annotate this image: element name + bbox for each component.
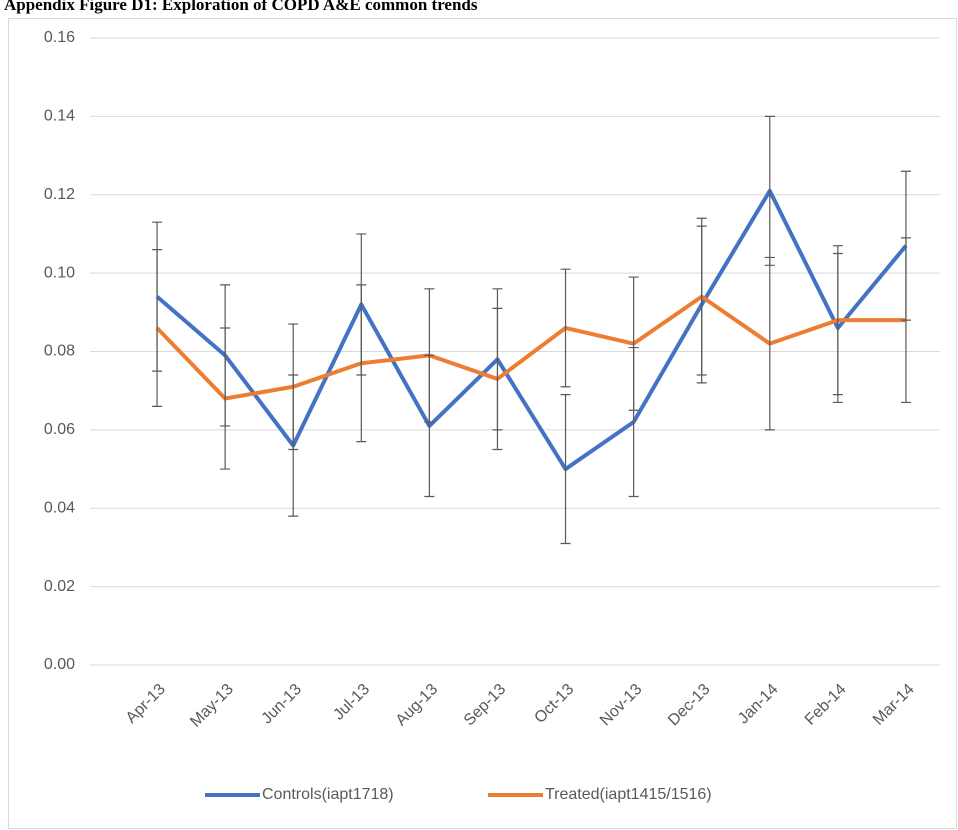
error-bar bbox=[560, 394, 571, 545]
error-bar bbox=[560, 268, 571, 388]
y-tick-label: 0.04 bbox=[44, 499, 75, 516]
error-bar bbox=[764, 256, 775, 431]
legend-label: Controls(iapt1718) bbox=[262, 786, 394, 803]
error-bar bbox=[424, 288, 435, 423]
error-bar bbox=[696, 217, 707, 376]
y-tick-label: 0.10 bbox=[44, 264, 75, 281]
chart-frame bbox=[8, 18, 957, 829]
series-line bbox=[155, 294, 906, 401]
error-bar bbox=[356, 284, 367, 443]
error-bar bbox=[628, 276, 639, 411]
y-tick-label: 0.06 bbox=[44, 421, 75, 438]
y-tick-label: 0.14 bbox=[44, 108, 75, 125]
y-tick-label: 0.00 bbox=[44, 656, 75, 673]
y-tick-label: 0.08 bbox=[44, 343, 75, 360]
error-bar bbox=[220, 327, 231, 470]
error-bar bbox=[152, 249, 163, 407]
error-bar bbox=[288, 323, 299, 451]
y-tick-label: 0.02 bbox=[44, 578, 75, 595]
series-line bbox=[155, 188, 908, 472]
legend-label: Treated(iapt1415/1516) bbox=[545, 786, 712, 803]
y-tick-label: 0.12 bbox=[44, 186, 75, 203]
error-bar bbox=[492, 307, 503, 451]
error-bar bbox=[832, 245, 843, 396]
chart-title: Appendix Figure D1: Exploration of COPD … bbox=[4, 0, 478, 14]
y-tick-label: 0.16 bbox=[44, 29, 75, 46]
error-bar bbox=[900, 237, 911, 404]
